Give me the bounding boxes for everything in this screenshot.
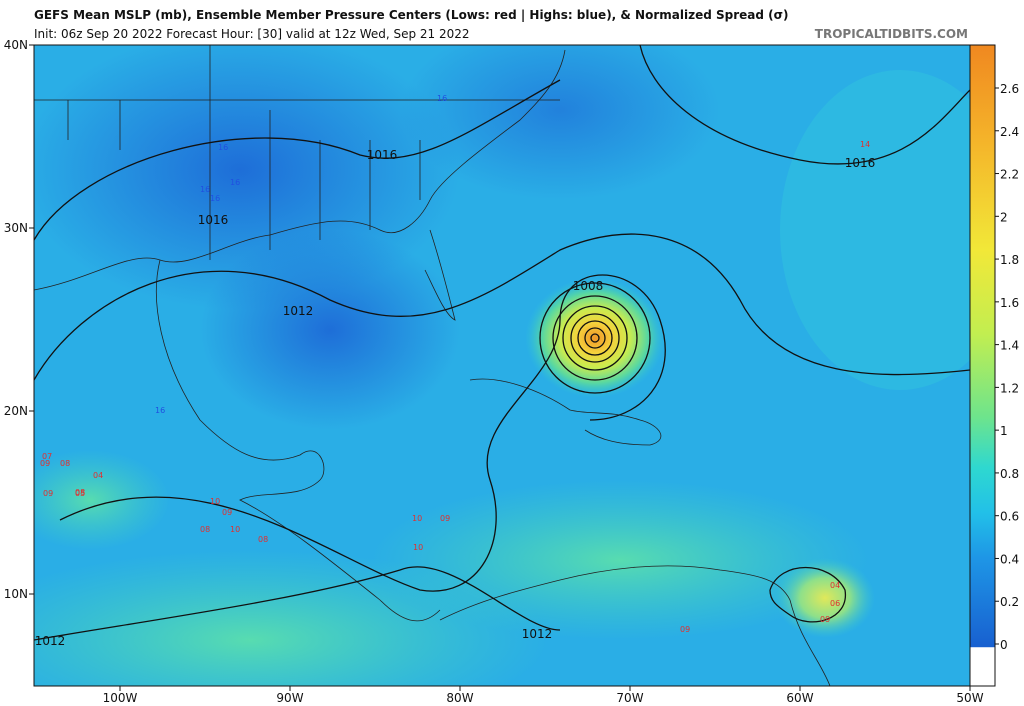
pressure-center: 09 [820,615,830,624]
pressure-center: 09 [40,459,50,468]
axis-labels: 40N 30N 20N 10N 100W 90W 80W 70W 60W 50W [4,38,984,705]
colorbar-tick-label: 2 [1000,210,1008,224]
pressure-center: 14 [860,140,870,149]
site-name: TROPICALTIDBITS.COM [815,27,968,41]
lat-label: 40N [4,38,28,52]
colorbar-tick-label: 1.2 [1000,381,1019,395]
isobar-label: 1012 [283,304,314,318]
pressure-center: 08 [75,488,85,497]
pressure-center: 16 [210,194,220,203]
lon-label: 100W [103,691,138,705]
lon-label: 80W [446,691,473,705]
colorbar-tick-label: 1.6 [1000,296,1019,310]
isobar-label: 1012 [35,634,66,648]
colorbar-tick-label: 1.8 [1000,253,1019,267]
colorbar-tick-label: 0.4 [1000,552,1019,566]
pressure-center: 09 [440,514,450,523]
subtitle: Init: 06z Sep 20 2022 Forecast Hour: [30… [34,27,470,41]
pressure-center: 04 [93,471,103,480]
pressure-center: 08 [258,535,268,544]
colorbar-tick-label: 2.6 [1000,82,1019,96]
colorbar-tick-label: 0.2 [1000,595,1019,609]
pressure-center: 10 [230,525,240,534]
pressure-center: 16 [155,406,165,415]
colorbar-tick-label: 1.4 [1000,339,1019,353]
colorbar-tick-label: 0.6 [1000,510,1019,524]
title: GEFS Mean MSLP (mb), Ensemble Member Pre… [34,8,788,22]
pressure-center: 10 [413,543,423,552]
colorbar-tick-label: 0 [1000,638,1008,652]
isobar-label: 1016 [367,148,398,162]
pressure-center: 07 [42,452,52,461]
colorbar [969,44,996,687]
colorbar-tick-label: 1 [1000,424,1008,438]
pressure-center: 04 [830,581,840,590]
pressure-center: 09 [680,625,690,634]
colorbar-tick-label: 0.8 [1000,467,1019,481]
pressure-center: 08 [200,525,210,534]
colorbar-tick-label: 2.2 [1000,168,1019,182]
isobar-label: 1012 [522,627,553,641]
colorbar-ticks: 0 0.2 0.4 0.6 0.8 1 1.2 1.4 1.6 1.8 2 2.2 2.4 2.6 [995,82,1019,652]
pressure-center: 16 [437,94,447,103]
pressure-center: 06 [830,599,840,608]
pressure-center: 09 [222,508,232,517]
lat-label: 10N [4,587,28,601]
lon-label: 70W [616,691,643,705]
pressure-center: 16 [218,143,228,152]
pressure-center: 16 [200,185,210,194]
lon-label: 90W [276,691,303,705]
pressure-center: 16 [230,178,240,187]
pressure-center: 10 [210,497,220,506]
pressure-center: 05 [75,489,85,498]
lon-label: 50W [956,691,983,705]
isobar-label: 1016 [845,156,876,170]
pressure-center: 08 [60,459,70,468]
pressure-center: 09 [43,489,53,498]
colorbar-tick-label: 2.4 [1000,125,1019,139]
isobar-label: 1016 [198,213,229,227]
lat-label: 30N [4,221,28,235]
isobar-label: 1008 [573,279,604,293]
pressure-center: 10 [412,514,422,523]
lat-label: 20N [4,404,28,418]
lon-label: 60W [786,691,813,705]
